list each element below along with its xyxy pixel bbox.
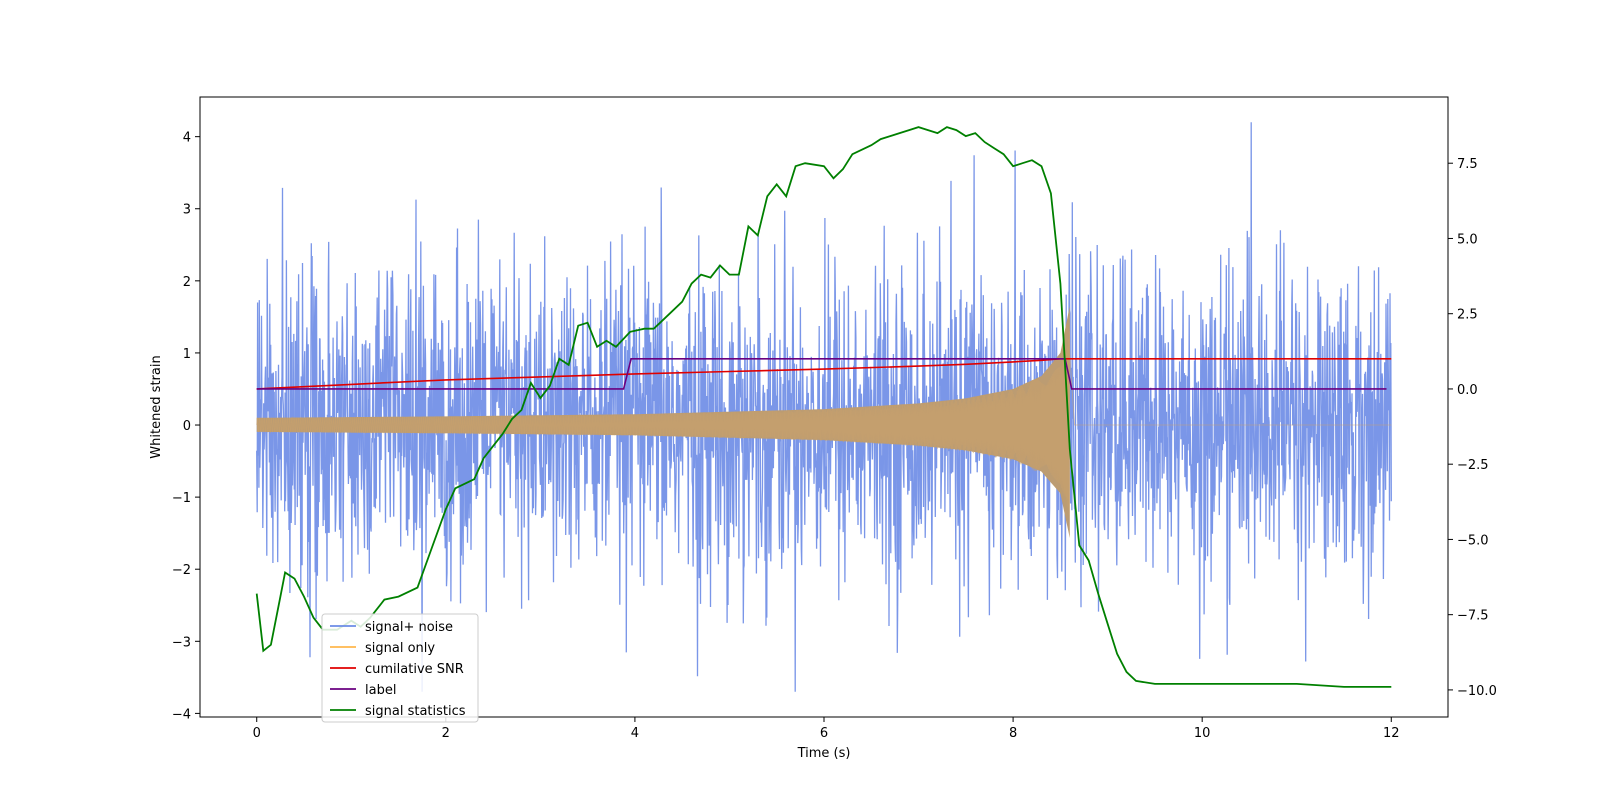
y2-tick-label: 7.5	[1457, 157, 1478, 172]
legend-label: cumilative SNR	[365, 662, 464, 677]
legend-label: signal only	[365, 641, 435, 656]
series-label	[256, 357, 1387, 390]
x-tick-label: 8	[1009, 726, 1017, 741]
plot-area	[255, 122, 1392, 692]
y-tick-label: 3	[183, 203, 191, 218]
legend: signal+ noise signal only cumilative SNR la…	[321, 613, 479, 723]
y-tick-label: −1	[172, 491, 191, 506]
y2-tick-label: −10.0	[1457, 684, 1497, 699]
y-tick-label: −4	[172, 707, 191, 722]
axes-layer: 0 2 4 6 8 10 12−4−3−2−101234−10.0−7.5−5.0−2.50…	[172, 131, 1497, 741]
y-tick-label: 1	[183, 347, 191, 362]
x-tick-label: 12	[1383, 726, 1400, 741]
y-axis-title: Whitened strain	[149, 355, 164, 458]
x-axis-title: Time (s)	[797, 746, 851, 761]
series-layer	[255, 122, 1392, 692]
series-signal-noise	[256, 122, 1392, 692]
legend-box	[321, 613, 479, 723]
legend-label: label	[365, 683, 396, 698]
y-tick-label: 0	[183, 419, 191, 434]
y-tick-label: 2	[183, 275, 191, 290]
series-signal-only	[256, 330, 1392, 516]
y2-tick-label: 2.5	[1457, 308, 1478, 323]
x-tick-label: 6	[820, 726, 828, 741]
y-tick-label: −3	[172, 635, 191, 650]
x-tick-label: 2	[442, 726, 450, 741]
y2-tick-label: −7.5	[1457, 609, 1489, 624]
legend-label: signal statistics	[365, 704, 466, 719]
y-tick-label: −2	[172, 563, 191, 578]
legend-label: signal+ noise	[365, 620, 453, 635]
x-tick-label: 10	[1194, 726, 1211, 741]
series-signal-statistics	[255, 126, 1392, 688]
x-tick-label: 0	[253, 726, 261, 741]
x-tick-label: 4	[631, 726, 639, 741]
y2-tick-label: −5.0	[1457, 533, 1489, 548]
y-tick-label: 4	[183, 131, 191, 146]
y2-tick-label: 0.0	[1457, 383, 1478, 398]
y2-tick-label: 5.0	[1457, 232, 1478, 247]
y2-tick-label: −2.5	[1457, 458, 1489, 473]
